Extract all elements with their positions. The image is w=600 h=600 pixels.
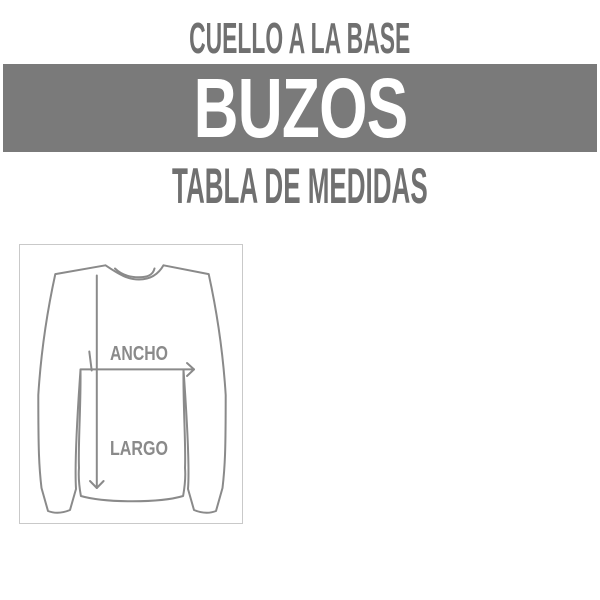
svg-text:ANCHO: ANCHO [110, 343, 168, 365]
svg-text:LARGO: LARGO [110, 438, 168, 460]
